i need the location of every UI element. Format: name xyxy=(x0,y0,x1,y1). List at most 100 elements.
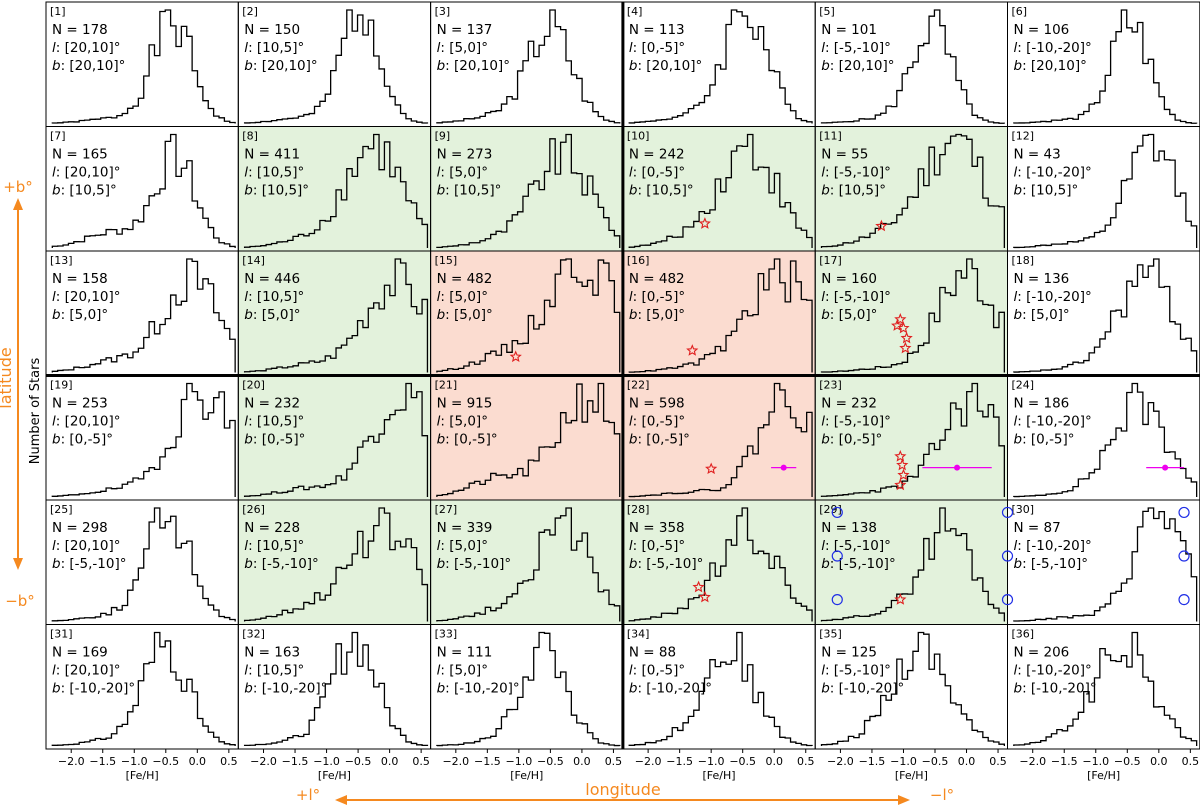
x-tick-label: −1.5 xyxy=(89,755,116,768)
panel-number: [30] xyxy=(1012,503,1035,516)
panel-34: [34] N = 88 l: [0,-5]° b: [-10,-20]° xyxy=(627,628,813,747)
x-tick-label: −1.0 xyxy=(313,755,340,768)
histogram-line xyxy=(820,382,1005,497)
x-tick-label: −0.5 xyxy=(1114,755,1141,768)
error-bar-point xyxy=(954,464,961,471)
panel-n: N = 242 xyxy=(629,147,685,163)
panel-13: [13] N = 158 l: [20,10]° b: [5,0]° xyxy=(50,254,236,373)
panel-shade xyxy=(238,500,431,625)
panel-10: [10] N = 242 l: [0,-5]° b: [10,5]° xyxy=(622,126,816,251)
panel-shade xyxy=(815,126,1008,251)
panel-n: N = 178 xyxy=(52,22,108,38)
panel-shade xyxy=(815,500,1008,625)
panel-n: N = 482 xyxy=(629,271,685,287)
panel-n: N = 125 xyxy=(821,645,877,661)
histogram-line xyxy=(436,9,621,124)
star-marker xyxy=(894,478,907,491)
panel-b: b: [-10,-20]° xyxy=(821,681,904,697)
panel-number: [11] xyxy=(819,130,842,143)
panel-19: [19] N = 253 l: [20,10]° b: [0,-5]° xyxy=(50,379,236,497)
panel-number: [21] xyxy=(435,379,458,392)
panel-14: [14] N = 446 l: [10,5]° b: [5,0]° xyxy=(238,251,431,376)
histogram-line xyxy=(1013,382,1198,498)
panel-number: [35] xyxy=(819,628,842,641)
panel-b: b: [20,10]° xyxy=(437,58,510,74)
panel-l: l: [-10,-20]° xyxy=(1014,289,1092,305)
histogram-line xyxy=(436,258,621,373)
panel-4: [4] N = 113 l: [0,-5]° b: [20,10]° xyxy=(627,5,813,124)
panel-l: l: [0,-5]° xyxy=(629,538,685,554)
y-axis-label: Number of Stars xyxy=(28,358,43,465)
histogram-line xyxy=(436,382,621,497)
star-marker xyxy=(875,219,888,232)
panel-shade xyxy=(238,375,431,500)
panel-15: [15] N = 482 l: [5,0]° b: [5,0]° xyxy=(430,251,623,376)
panel-b: b: [-10,-20]° xyxy=(629,681,712,697)
x-axis-label: [Fe/H] xyxy=(510,769,543,782)
panel-b: b: [5,0]° xyxy=(821,307,877,323)
x-tick-label: −1.0 xyxy=(121,755,148,768)
x-tick-label: 0.0 xyxy=(1150,755,1168,768)
panel-b: b: [0,-5]° xyxy=(821,432,882,448)
x-tick-label: −2.0 xyxy=(1019,755,1046,768)
panel-n: N = 358 xyxy=(629,520,685,536)
panel-n: N = 482 xyxy=(437,271,493,287)
panel-l: l: [10,5]° xyxy=(244,165,304,181)
star-marker xyxy=(894,593,907,605)
x-axis-label: [Fe/H] xyxy=(126,769,159,782)
panel-26: [26] N = 228 l: [10,5]° b: [-5,-10]° xyxy=(238,500,431,625)
panel-number: [19] xyxy=(50,379,73,392)
panel-number: [18] xyxy=(1012,254,1035,267)
panel-l: l: [0,-5]° xyxy=(629,40,685,56)
panel-n: N = 446 xyxy=(244,271,300,287)
panel-l: l: [20,10]° xyxy=(52,414,121,430)
panel-number: [33] xyxy=(435,628,458,641)
histogram-line xyxy=(51,133,236,248)
panel-31: [31] N = 169 l: [20,10]° b: [-10,-20]° xyxy=(50,628,236,746)
panel-l: l: [5,0]° xyxy=(437,663,488,679)
panel-l: l: [20,10]° xyxy=(52,289,121,305)
x-tick-label: 0.5 xyxy=(605,755,623,768)
panel-shade xyxy=(815,375,1008,500)
star-marker xyxy=(686,344,699,356)
panel-b: b: [10,5]° xyxy=(244,183,309,199)
histogram-line xyxy=(243,133,429,248)
star-marker xyxy=(894,313,907,325)
panel-9: [9] N = 273 l: [5,0]° b: [10,5]° xyxy=(430,126,623,251)
panel-n: N = 915 xyxy=(437,396,493,412)
panel-b: b: [0,-5]° xyxy=(52,432,113,448)
panel-5: [5] N = 101 l: [-5,-10]° b: [20,10]° xyxy=(819,5,1005,124)
panel-12: [12] N = 43 l: [-10,-20]° b: [10,5]° xyxy=(1012,130,1198,249)
star-marker xyxy=(896,458,909,471)
panel-shade xyxy=(622,126,816,251)
panel-21: [21] N = 915 l: [5,0]° b: [0,-5]° xyxy=(430,375,623,500)
panel-n: N = 206 xyxy=(1014,645,1070,661)
panel-2: [2] N = 150 l: [10,5]° b: [20,10]° xyxy=(242,5,429,124)
plus-b-label: +b° xyxy=(3,178,33,196)
panel-n: N = 113 xyxy=(629,22,685,38)
x-tick-label: −1.5 xyxy=(859,755,886,768)
histogram-line xyxy=(51,382,236,497)
minus-b-label: −b° xyxy=(5,592,35,610)
panel-shade xyxy=(622,375,816,500)
panel-b: b: [20,10]° xyxy=(629,58,702,74)
panel-16: [16] N = 482 l: [0,-5]° b: [5,0]° xyxy=(622,251,816,376)
panel-30: [30] N = 87 l: [-10,-20]° b: [-5,-10]° xyxy=(1012,503,1198,622)
circle-marker xyxy=(831,593,843,606)
panel-b: b: [10,5]° xyxy=(52,183,117,199)
panel-b: b: [-10,-20]° xyxy=(1014,681,1097,697)
x-tick-label: 0.5 xyxy=(989,755,1007,768)
panel-shade xyxy=(430,500,623,625)
panel-l: l: [5,0]° xyxy=(437,538,488,554)
histogram-line xyxy=(628,507,813,622)
star-marker xyxy=(698,590,711,603)
panel-number: [27] xyxy=(435,503,458,516)
histogram-line xyxy=(628,631,813,747)
histogram-line xyxy=(436,631,621,747)
panel-n: N = 160 xyxy=(821,271,877,287)
panel-b: b: [5,0]° xyxy=(629,307,685,323)
histogram-line xyxy=(243,9,429,124)
x-tick-label: 0.0 xyxy=(573,755,591,768)
